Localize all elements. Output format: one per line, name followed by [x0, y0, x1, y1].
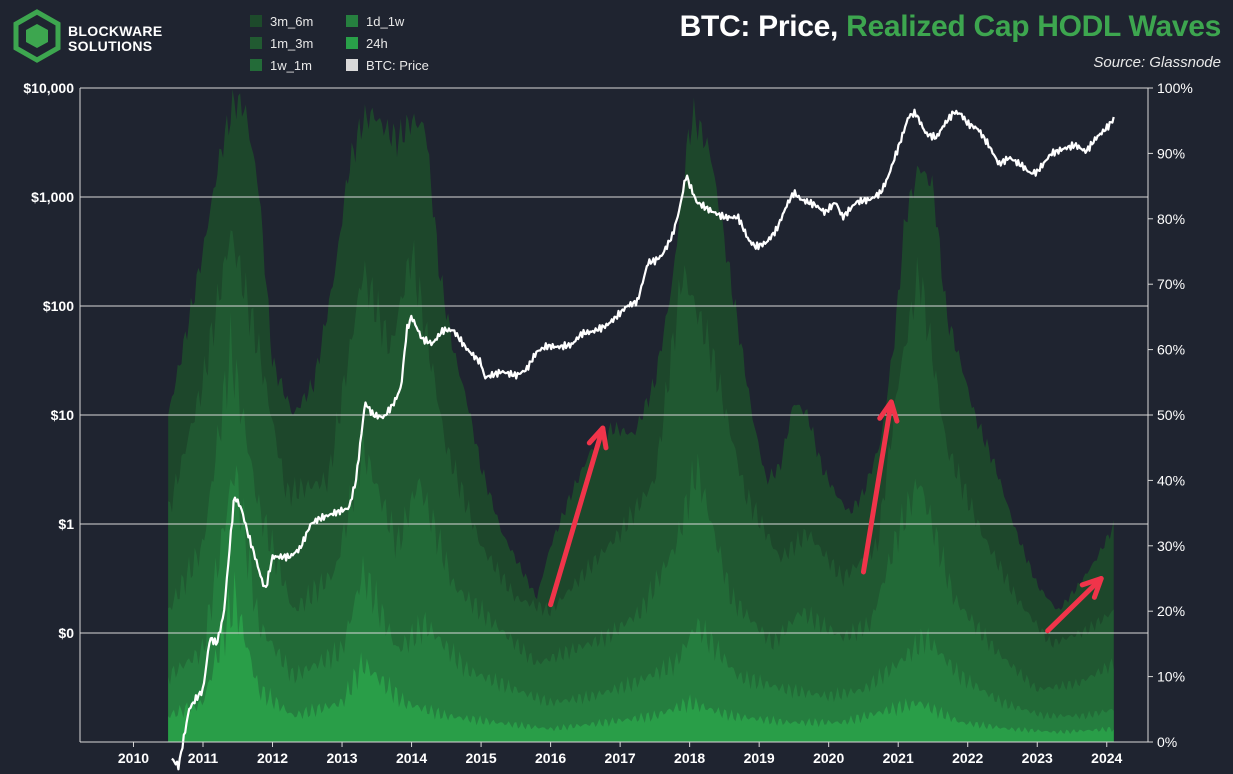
legend-item-24h[interactable]: 24h — [346, 32, 429, 54]
x-tick-label: 2021 — [883, 750, 914, 766]
legend-swatch — [250, 15, 262, 27]
left-tick-label: $0 — [58, 625, 74, 641]
right-tick-label: 60% — [1157, 342, 1185, 358]
trend-arrow-head — [1079, 576, 1104, 600]
legend-swatch — [250, 59, 262, 71]
x-tick-label: 2019 — [744, 750, 775, 766]
legend-label: BTC: Price — [366, 57, 429, 73]
btc-price-line — [171, 108, 1115, 771]
hodl-band-1d_1w — [168, 465, 1114, 742]
trend-arrow-head — [877, 399, 900, 424]
chart-source: Source: Glassnode — [1093, 54, 1221, 71]
right-tick-label: 10% — [1157, 669, 1185, 685]
right-tick-label: 0% — [1157, 734, 1177, 750]
blockware-logo-icon — [13, 9, 61, 63]
x-tick-label: 2017 — [605, 750, 636, 766]
right-tick-label: 20% — [1157, 603, 1185, 619]
x-tick-label: 2012 — [257, 750, 288, 766]
title-main: BTC: Price, — [679, 10, 839, 43]
left-tick-label: $100 — [43, 298, 74, 314]
right-tick-label: 40% — [1157, 472, 1185, 488]
legend-label: 1m_3m — [270, 35, 314, 51]
x-tick-label: 2016 — [535, 750, 566, 766]
brand-name: BLOCKWARE SOLUTIONS — [68, 24, 162, 54]
trend-arrow-shaft — [860, 399, 894, 575]
x-tick-label: 2024 — [1091, 750, 1122, 766]
legend-swatch — [250, 37, 262, 49]
right-tick-label: 80% — [1157, 211, 1185, 227]
trend-arrow-shaft — [1045, 576, 1104, 634]
left-tick-label: $1,000 — [31, 189, 74, 205]
legend-item-1w-1m[interactable]: 1w_1m — [250, 54, 313, 76]
legend-swatch — [346, 59, 358, 71]
right-tick-label: 70% — [1157, 276, 1185, 292]
brand-line-2: SOLUTIONS — [68, 38, 153, 54]
hodl-band-24h — [168, 571, 1114, 742]
gridlines — [80, 87, 1148, 634]
x-tick-label: 2023 — [1022, 750, 1053, 766]
x-tick-label: 2022 — [952, 750, 983, 766]
brand-line-1: BLOCKWARE — [68, 23, 163, 39]
annotation-arrows — [548, 399, 1104, 634]
hodl-bands — [168, 89, 1114, 743]
legend-label: 24h — [366, 35, 388, 51]
hodl-band-1w_1m — [168, 311, 1114, 742]
left-tick-label: $10,000 — [23, 80, 74, 96]
left-tick-label: $10 — [51, 407, 75, 423]
x-tick-label: 2018 — [674, 750, 705, 766]
x-tick-label: 2020 — [813, 750, 844, 766]
right-tick-label: 50% — [1157, 407, 1185, 423]
legend-swatch — [346, 15, 358, 27]
legend-column-2: 1d_1w 24h BTC: Price — [346, 10, 429, 76]
x-tick-label: 2015 — [466, 750, 497, 766]
chart-title: BTC: Price, Realized Cap HODL Waves — [679, 10, 1222, 44]
x-tick-label: 2010 — [118, 750, 149, 766]
x-tick-label: 2013 — [326, 750, 357, 766]
right-tick-label: 90% — [1157, 145, 1185, 161]
legend-swatch — [346, 37, 358, 49]
right-tick-label: 100% — [1157, 80, 1193, 96]
legend-item-1m-3m[interactable]: 1m_3m — [250, 32, 313, 54]
left-tick-label: $1 — [58, 516, 74, 532]
title-accent: Realized Cap HODL Waves — [846, 10, 1221, 43]
price-series — [171, 108, 1115, 771]
axes: $0 $1 $10 $100 $1,000 $10,000 0% 10% 20% 30% 40% 50… — [23, 80, 1192, 766]
x-tick-label: 2011 — [188, 750, 219, 766]
legend-label: 1d_1w — [366, 13, 405, 29]
trend-arrow-head — [586, 425, 609, 451]
right-tick-label: 30% — [1157, 538, 1185, 554]
legend-item-3m-6m[interactable]: 3m_6m — [250, 10, 313, 32]
trend-arrow-shaft — [548, 425, 606, 608]
legend-label: 1w_1m — [270, 57, 312, 73]
x-tick-label: 2014 — [396, 750, 427, 766]
legend-item-1d-1w[interactable]: 1d_1w — [346, 10, 429, 32]
legend-label: 3m_6m — [270, 13, 314, 29]
legend-column-1: 3m_6m 1m_3m 1w_1m — [250, 10, 313, 76]
legend-item-btc-price[interactable]: BTC: Price — [346, 54, 429, 76]
